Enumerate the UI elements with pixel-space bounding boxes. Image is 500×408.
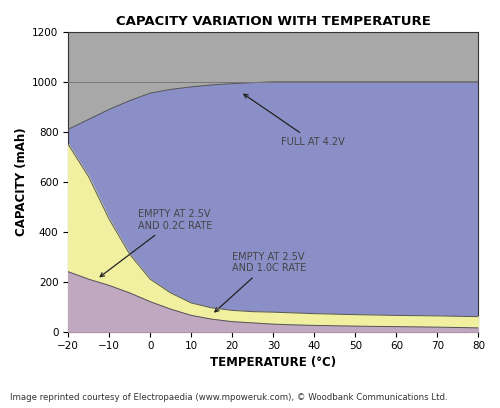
Y-axis label: CAPACITY (mAh): CAPACITY (mAh) [15,127,28,236]
Text: FULL AT 4.2V: FULL AT 4.2V [244,94,345,147]
Text: EMPTY AT 2.5V
AND 0.2C RATE: EMPTY AT 2.5V AND 0.2C RATE [100,209,212,277]
Text: EMPTY AT 2.5V
AND 1.0C RATE: EMPTY AT 2.5V AND 1.0C RATE [215,252,306,312]
Text: Image reprinted courtesy of Electropaedia (www.mpoweruk.com), © Woodbank Communi: Image reprinted courtesy of Electropaedi… [10,393,448,402]
Title: CAPACITY VARIATION WITH TEMPERATURE: CAPACITY VARIATION WITH TEMPERATURE [116,15,430,28]
X-axis label: TEMPERATURE (°C): TEMPERATURE (°C) [210,355,336,368]
